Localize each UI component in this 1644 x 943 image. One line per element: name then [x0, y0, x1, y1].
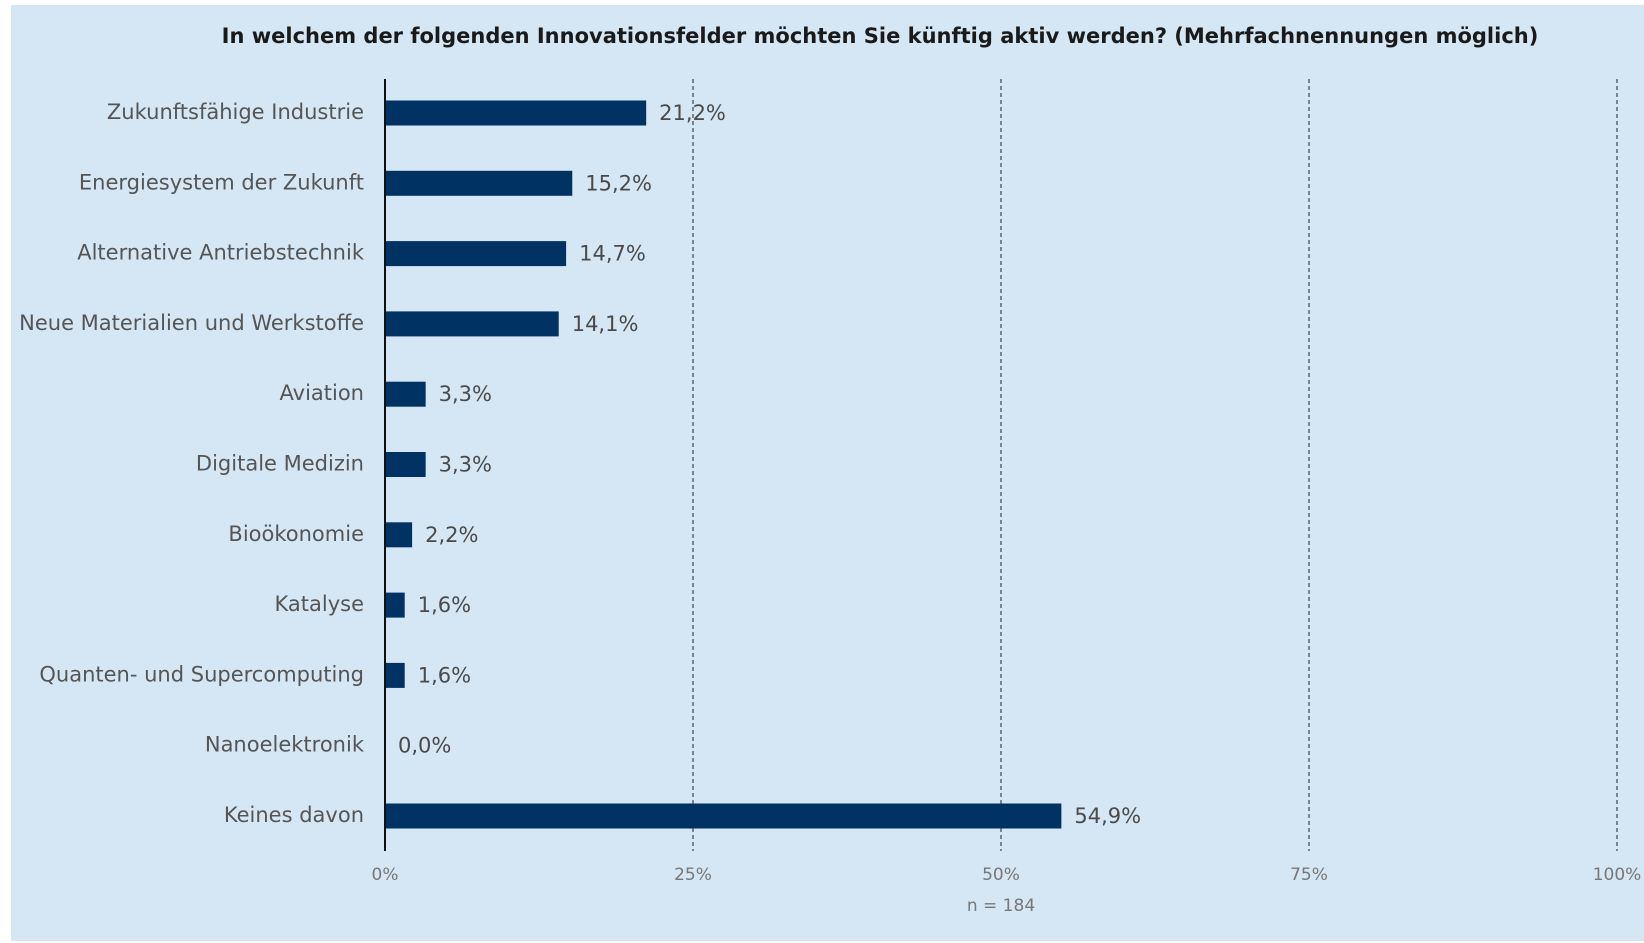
category-label: Alternative Antriebstechnik: [77, 241, 365, 265]
data-label: 14,7%: [579, 242, 646, 266]
category-label: Neue Materialien und Werkstoffe: [19, 311, 364, 335]
bar: [385, 381, 426, 407]
bar: [385, 803, 1062, 829]
x-tick-label: 50%: [982, 865, 1020, 885]
bar: [385, 241, 567, 267]
data-label: 0,0%: [398, 734, 451, 758]
category-label: Energiesystem der Zukunft: [79, 170, 364, 194]
data-label: 3,3%: [439, 453, 492, 477]
sample-size-note: n = 184: [967, 896, 1035, 916]
bar: [385, 452, 426, 477]
data-label: 1,6%: [418, 663, 471, 687]
x-tick-label: 0%: [372, 865, 399, 885]
category-label: Bioökonomie: [228, 522, 364, 546]
category-label: Quanten- und Supercomputing: [39, 662, 364, 686]
category-label: Zukunftsfähige Industrie: [107, 100, 364, 124]
data-label: 1,6%: [418, 593, 471, 617]
bar: [385, 170, 573, 196]
data-label: 2,2%: [425, 523, 478, 547]
data-label: 14,1%: [572, 312, 639, 336]
x-tick-label: 100%: [1593, 865, 1642, 885]
bar: [385, 522, 413, 548]
bar: [385, 662, 405, 688]
bar: [385, 311, 559, 337]
data-label: 15,2%: [585, 171, 652, 195]
chart-background: [11, 5, 1644, 941]
category-label: Digitale Medizin: [196, 452, 364, 476]
x-tick-label: 75%: [1290, 865, 1328, 885]
category-label: Aviation: [280, 381, 365, 405]
bar: [385, 100, 647, 126]
data-label: 54,9%: [1074, 804, 1141, 828]
category-label: Keines davon: [224, 803, 364, 827]
chart-title: In welchem der folgenden Innovationsfeld…: [222, 24, 1539, 48]
bar: [385, 592, 405, 618]
data-label: 3,3%: [439, 382, 492, 406]
data-label: 21,2%: [659, 101, 726, 125]
category-label: Nanoelektronik: [205, 733, 365, 757]
category-label: Katalyse: [275, 592, 365, 616]
x-tick-label: 25%: [674, 865, 712, 885]
